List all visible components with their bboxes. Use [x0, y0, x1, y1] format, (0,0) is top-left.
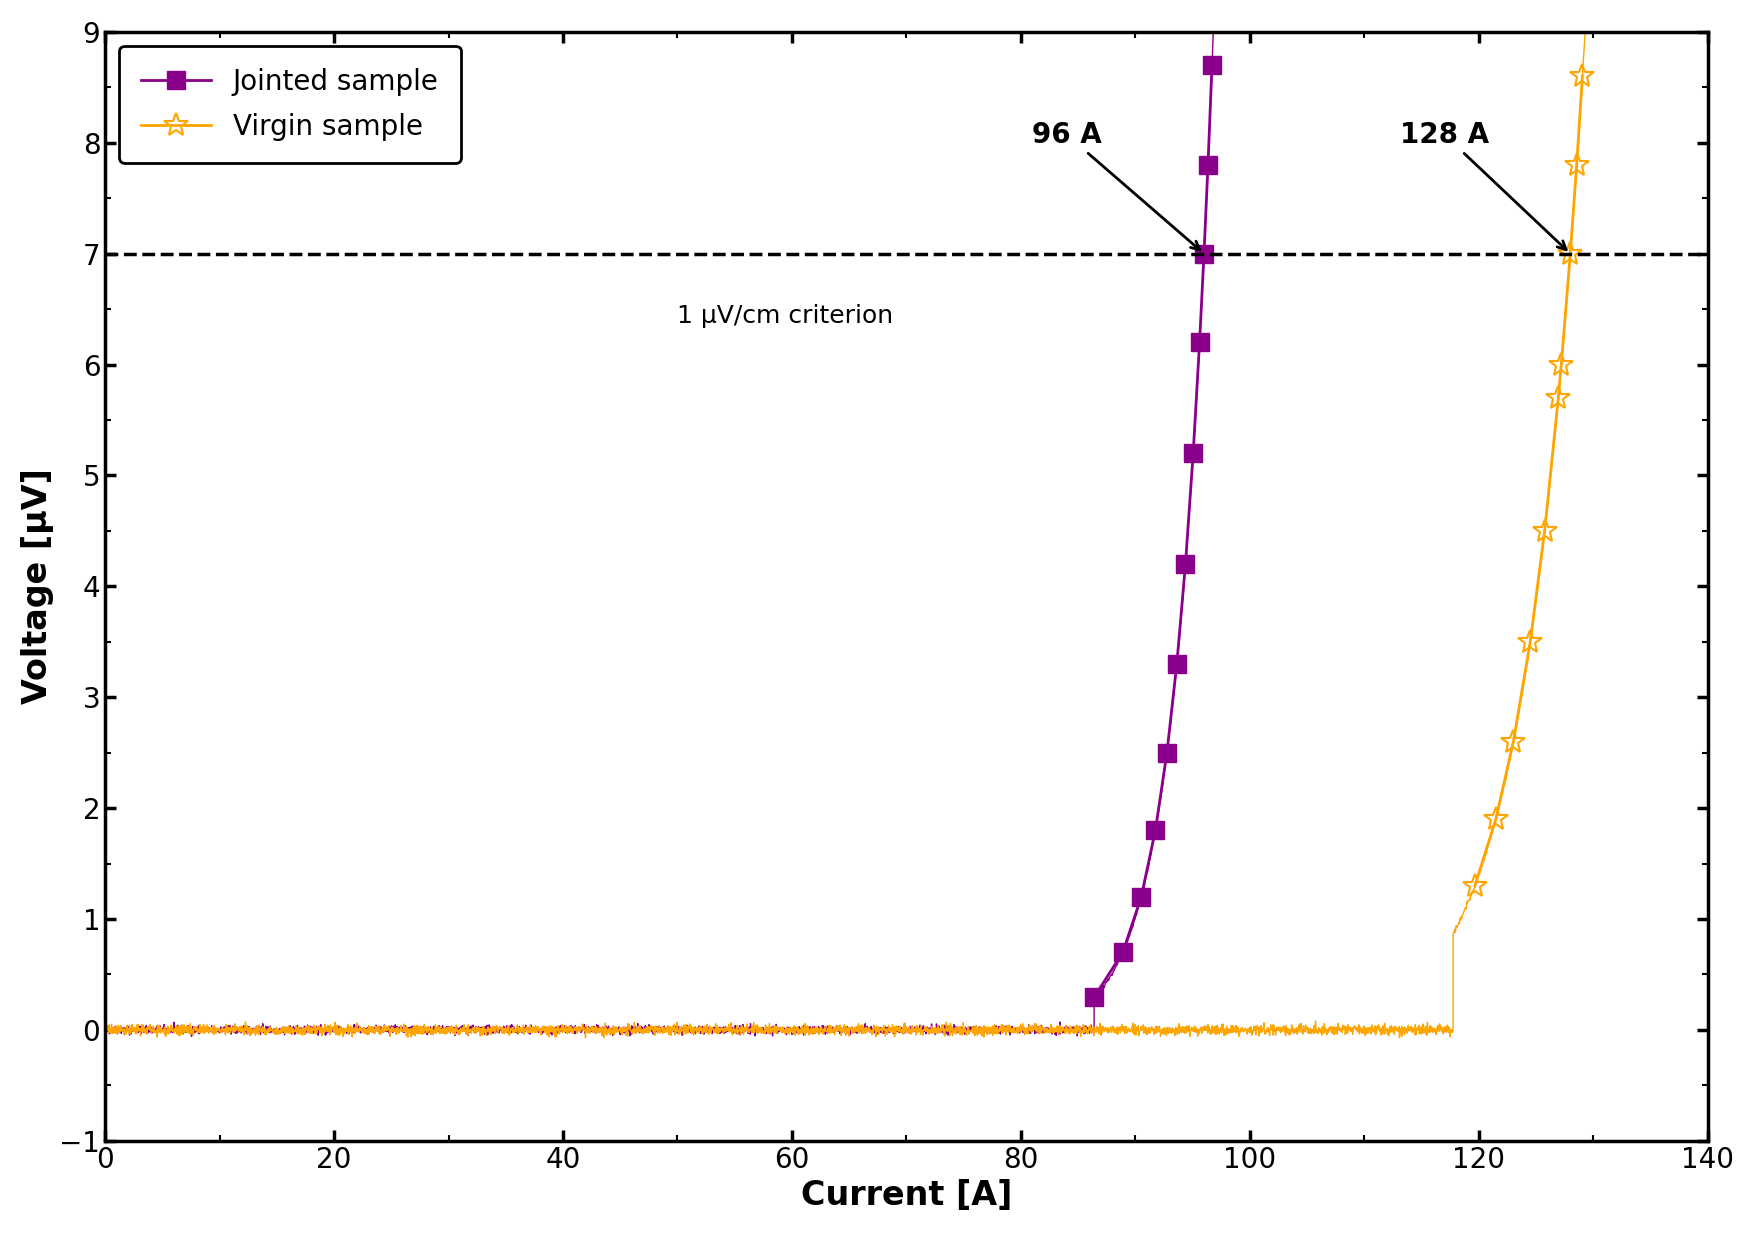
Y-axis label: Voltage [μV]: Voltage [μV]	[21, 469, 54, 704]
Text: 96 A: 96 A	[1032, 121, 1200, 250]
Text: 128 A: 128 A	[1400, 121, 1565, 249]
X-axis label: Current [A]: Current [A]	[800, 1179, 1013, 1212]
Text: 1 μV/cm criterion: 1 μV/cm criterion	[677, 303, 893, 328]
Legend: Jointed sample, Virgin sample: Jointed sample, Virgin sample	[119, 46, 462, 163]
